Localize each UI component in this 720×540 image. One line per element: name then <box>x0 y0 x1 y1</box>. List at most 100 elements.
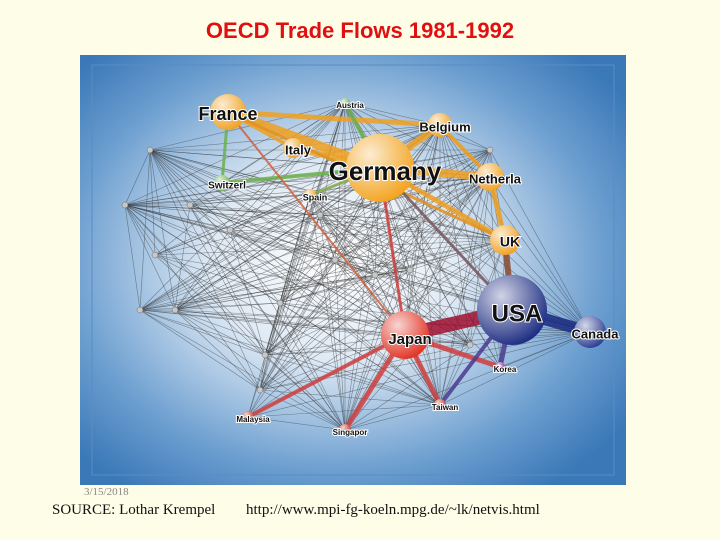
node-shine <box>339 424 351 436</box>
edge <box>229 229 506 241</box>
edge <box>189 204 441 406</box>
node-shine <box>340 98 350 108</box>
node-label: Switzerl <box>208 181 246 192</box>
edge <box>174 214 321 311</box>
node-label: France <box>198 104 257 124</box>
edge <box>139 309 406 336</box>
edge <box>264 149 491 356</box>
node-label: Canada <box>572 326 620 341</box>
minor-node <box>261 351 269 359</box>
edge <box>309 194 421 221</box>
edge <box>139 309 266 356</box>
minor-node <box>371 271 379 279</box>
edge <box>309 194 513 311</box>
strong-edge <box>227 111 406 336</box>
node-label: Italy <box>285 142 312 157</box>
edge <box>319 214 421 221</box>
edge <box>319 214 506 241</box>
node-shine <box>304 189 316 201</box>
minor-node <box>416 216 424 224</box>
edge <box>139 167 381 311</box>
node-label: Netherla <box>469 171 522 186</box>
edge <box>264 274 376 356</box>
minor-node <box>171 306 179 314</box>
minor-node <box>256 386 264 394</box>
edge <box>174 259 336 311</box>
edge <box>309 194 336 261</box>
edge <box>154 194 311 256</box>
edge <box>149 149 411 271</box>
edge <box>189 204 411 271</box>
minor-node <box>186 201 194 209</box>
edge <box>279 239 506 304</box>
edge <box>149 149 176 311</box>
edge <box>124 149 151 206</box>
edge <box>344 404 441 431</box>
edge <box>124 204 281 304</box>
edge <box>259 344 471 391</box>
edge <box>379 167 591 333</box>
edge <box>259 334 406 391</box>
edge <box>189 204 346 431</box>
edge <box>309 194 501 368</box>
edge <box>374 274 471 346</box>
edge <box>247 239 506 418</box>
edge <box>259 389 346 431</box>
edge <box>504 239 591 333</box>
edge <box>139 194 311 311</box>
edge <box>149 149 441 406</box>
edge <box>489 149 591 333</box>
edge <box>149 149 311 196</box>
edge <box>439 124 506 241</box>
minor-node <box>331 256 339 264</box>
minor-node <box>121 201 129 209</box>
edge <box>264 354 346 431</box>
edge <box>149 102 346 151</box>
strong-edge <box>246 333 407 419</box>
edge <box>319 214 376 276</box>
node-shine <box>346 134 414 202</box>
edge <box>149 149 336 261</box>
minor-node <box>136 306 144 314</box>
node-label: USA <box>492 300 543 327</box>
edge <box>264 302 281 356</box>
edge <box>439 124 471 346</box>
edge <box>334 239 506 261</box>
edge <box>124 102 346 206</box>
edge <box>229 229 441 406</box>
edge <box>124 204 266 356</box>
edge <box>344 344 471 431</box>
node-label: Germany <box>329 156 442 186</box>
edge <box>139 269 411 311</box>
edge <box>174 269 411 311</box>
edge <box>149 149 191 206</box>
node-shine <box>574 316 606 348</box>
edge <box>264 219 421 356</box>
edge <box>139 149 151 311</box>
url: http://www.mpi-fg-koeln.mpg.de/~lk/netvi… <box>246 502 540 518</box>
edge <box>344 102 491 151</box>
edge <box>174 309 441 406</box>
node-shine <box>476 163 504 191</box>
minor-node <box>406 266 414 274</box>
edge <box>174 309 266 356</box>
edge <box>229 229 266 356</box>
edge <box>409 239 506 271</box>
minor-node <box>151 251 159 259</box>
edge <box>139 259 336 311</box>
edge <box>264 354 441 406</box>
source: SOURCE: Lothar Krempel <box>52 502 216 518</box>
edge <box>344 102 406 336</box>
node-label: Taiwan <box>432 403 459 412</box>
edge <box>247 416 346 431</box>
edge <box>344 219 421 431</box>
edge <box>344 149 491 431</box>
edge <box>154 254 441 406</box>
edge <box>149 149 376 276</box>
minor-node <box>226 226 234 234</box>
edge <box>279 269 411 304</box>
node-shine <box>428 113 452 137</box>
edge <box>149 149 156 256</box>
edge <box>149 149 231 231</box>
